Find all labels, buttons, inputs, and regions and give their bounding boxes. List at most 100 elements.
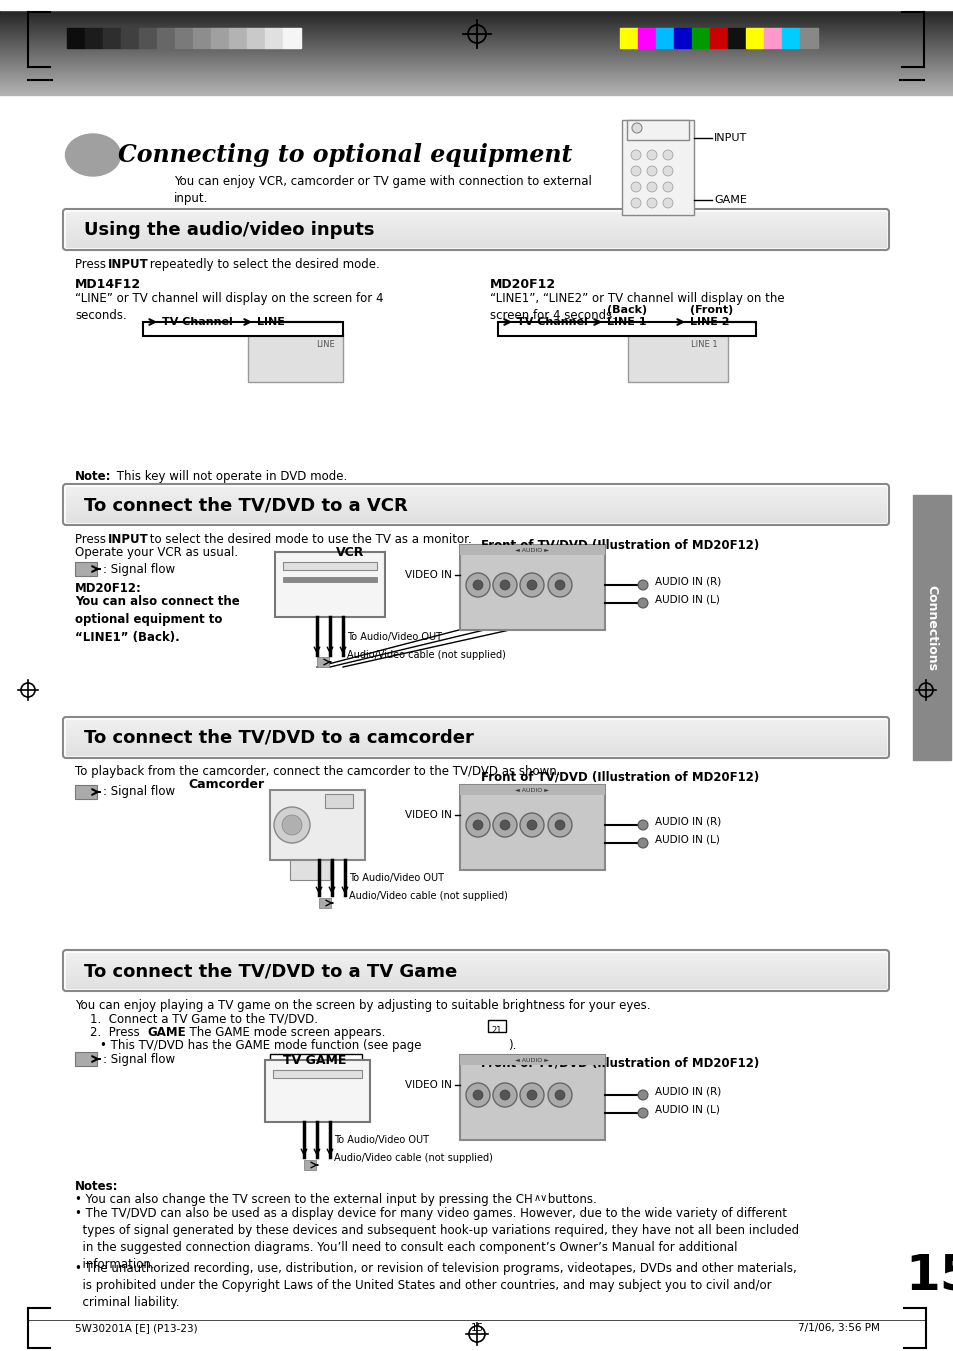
Bar (270, 1054, 361, 1070)
Circle shape (493, 1084, 517, 1106)
Text: “LINE1”, “LINE2” or TV channel will display on the
screen for 4 seconds.: “LINE1”, “LINE2” or TV channel will disp… (490, 292, 783, 322)
Circle shape (493, 813, 517, 838)
Text: LINE: LINE (256, 317, 285, 327)
Bar (193, 28, 211, 49)
Text: INPUT: INPUT (108, 258, 149, 272)
Bar (75, 1052, 97, 1066)
Circle shape (499, 820, 510, 830)
Circle shape (282, 815, 302, 835)
Text: 15: 15 (904, 1251, 953, 1300)
Text: TV Channel: TV Channel (517, 317, 587, 327)
Bar (283, 562, 376, 570)
Text: TV GAME: TV GAME (283, 1054, 346, 1067)
Text: AUDIO IN (R): AUDIO IN (R) (655, 577, 720, 586)
Text: AUDIO IN (L): AUDIO IN (L) (655, 594, 720, 605)
Bar (229, 28, 247, 49)
Text: ◄ AUDIO ►: ◄ AUDIO ► (515, 788, 548, 793)
Bar (459, 785, 604, 794)
Text: MD14F12: MD14F12 (75, 278, 141, 290)
Bar (745, 28, 763, 49)
Bar (488, 1020, 505, 1032)
Ellipse shape (66, 134, 120, 176)
Circle shape (526, 1090, 537, 1100)
Circle shape (274, 807, 310, 843)
Text: Audio/Video cable (not supplied): Audio/Video cable (not supplied) (347, 650, 505, 661)
Text: ◄ AUDIO ►: ◄ AUDIO ► (515, 1058, 548, 1062)
Text: ◄ AUDIO ►: ◄ AUDIO ► (515, 547, 548, 553)
Bar (304, 1161, 315, 1170)
Circle shape (662, 182, 672, 192)
Text: LINE 2: LINE 2 (689, 317, 729, 327)
Text: LINE 1: LINE 1 (606, 317, 646, 327)
Circle shape (662, 166, 672, 176)
Text: “LINE” or TV channel will display on the screen for 4
seconds.: “LINE” or TV channel will display on the… (75, 292, 383, 322)
Circle shape (638, 820, 647, 830)
Text: Front of TV/DVD (Illustration of MD20F12): Front of TV/DVD (Illustration of MD20F12… (480, 770, 759, 784)
Circle shape (631, 123, 641, 132)
Bar (139, 28, 157, 49)
Circle shape (646, 150, 657, 159)
Bar (691, 28, 709, 49)
Bar (638, 28, 656, 49)
Circle shape (547, 813, 572, 838)
Text: LINE: LINE (315, 340, 335, 349)
Circle shape (555, 1090, 564, 1100)
Bar (497, 322, 755, 336)
Text: to select the desired mode to use the TV as a monitor.: to select the desired mode to use the TV… (146, 534, 471, 546)
Circle shape (499, 1090, 510, 1100)
Circle shape (547, 1084, 572, 1106)
Circle shape (638, 598, 647, 608)
Bar (248, 334, 343, 382)
Bar (103, 28, 121, 49)
Text: GAME: GAME (713, 195, 746, 205)
Bar (290, 861, 330, 880)
Text: Front of TV/DVD (Illustration of MD20F12): Front of TV/DVD (Illustration of MD20F12… (480, 1056, 759, 1070)
Circle shape (519, 573, 543, 597)
Text: (Back): (Back) (606, 305, 646, 315)
Text: To Audio/Video OUT: To Audio/Video OUT (334, 1135, 429, 1146)
Text: Press: Press (75, 258, 110, 272)
Text: • This TV/DVD has the GAME mode function (see page: • This TV/DVD has the GAME mode function… (100, 1039, 421, 1052)
Text: Audio/Video cable (not supplied): Audio/Video cable (not supplied) (349, 892, 507, 901)
Circle shape (473, 1090, 482, 1100)
Text: You can enjoy VCR, camcorder or TV game with connection to external
input.: You can enjoy VCR, camcorder or TV game … (173, 176, 591, 205)
Circle shape (465, 1084, 490, 1106)
Bar (621, 120, 693, 215)
Bar (619, 28, 638, 49)
Text: Press: Press (75, 534, 110, 546)
Bar (912, 494, 950, 761)
Text: Notes:: Notes: (75, 1179, 118, 1193)
Bar (67, 28, 85, 49)
Text: • The TV/DVD can also be used as a display device for many video games. However,: • The TV/DVD can also be used as a displ… (75, 1206, 799, 1271)
Text: 5W30201A [E] (P13-23): 5W30201A [E] (P13-23) (75, 1323, 197, 1333)
Bar (157, 28, 174, 49)
Circle shape (630, 166, 640, 176)
Circle shape (630, 182, 640, 192)
Text: VIDEO IN: VIDEO IN (405, 811, 452, 820)
Circle shape (519, 813, 543, 838)
Circle shape (646, 199, 657, 208)
Circle shape (638, 1108, 647, 1119)
Bar (270, 790, 365, 861)
Text: VIDEO IN: VIDEO IN (405, 570, 452, 580)
Text: AUDIO IN (R): AUDIO IN (R) (655, 1088, 720, 1097)
Bar (85, 28, 103, 49)
Text: To connect the TV/DVD to a TV Game: To connect the TV/DVD to a TV Game (84, 962, 456, 979)
Text: Operate your VCR as usual.: Operate your VCR as usual. (75, 546, 238, 559)
Text: : Signal flow: : Signal flow (103, 1052, 175, 1066)
Circle shape (547, 573, 572, 597)
Bar (656, 28, 673, 49)
Text: To Audio/Video OUT: To Audio/Video OUT (347, 632, 441, 642)
Bar (459, 1055, 604, 1140)
Text: : Signal flow: : Signal flow (103, 785, 175, 798)
Bar (273, 1070, 361, 1078)
Text: TV Channel: TV Channel (162, 317, 233, 327)
Bar (709, 28, 727, 49)
Circle shape (465, 813, 490, 838)
Text: buttons.: buttons. (543, 1193, 597, 1206)
Text: Connecting to optional equipment: Connecting to optional equipment (118, 143, 572, 168)
Text: To connect the TV/DVD to a VCR: To connect the TV/DVD to a VCR (84, 496, 407, 513)
Bar (781, 28, 800, 49)
Bar (0, 0, 953, 9)
Text: To connect the TV/DVD to a camcorder: To connect the TV/DVD to a camcorder (84, 730, 474, 747)
